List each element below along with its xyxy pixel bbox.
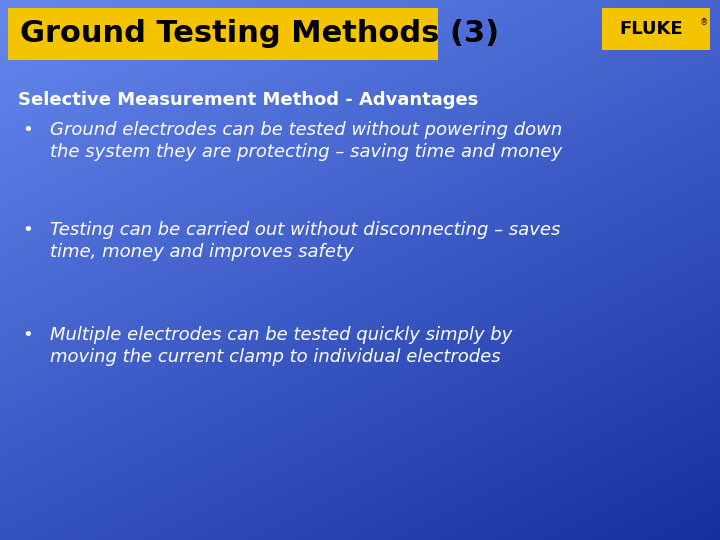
- Text: FLUKE: FLUKE: [619, 20, 683, 38]
- Text: the system they are protecting – saving time and money: the system they are protecting – saving …: [50, 143, 562, 161]
- Text: moving the current clamp to individual electrodes: moving the current clamp to individual e…: [50, 348, 500, 366]
- Text: Testing can be carried out without disconnecting – saves: Testing can be carried out without disco…: [50, 221, 560, 239]
- Text: time, money and improves safety: time, money and improves safety: [50, 243, 354, 261]
- Text: Ground Testing Methods (3): Ground Testing Methods (3): [20, 19, 499, 49]
- FancyBboxPatch shape: [602, 8, 710, 50]
- Text: •: •: [22, 326, 33, 344]
- Text: Multiple electrodes can be tested quickly simply by: Multiple electrodes can be tested quickl…: [50, 326, 512, 344]
- FancyBboxPatch shape: [8, 8, 438, 60]
- Text: ®: ®: [700, 18, 708, 28]
- Text: •: •: [22, 121, 33, 139]
- Text: Selective Measurement Method - Advantages: Selective Measurement Method - Advantage…: [18, 91, 478, 109]
- Text: •: •: [22, 221, 33, 239]
- Text: Ground electrodes can be tested without powering down: Ground electrodes can be tested without …: [50, 121, 562, 139]
